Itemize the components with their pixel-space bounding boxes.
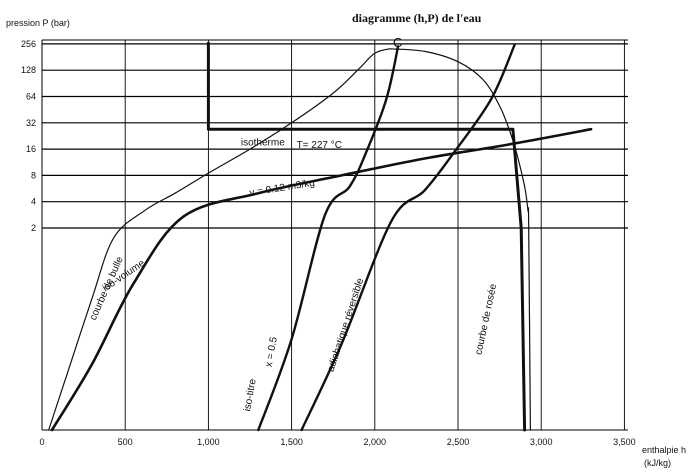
y-tick-label-256: 256 [21,39,36,49]
x-axis-unit: (kJ/kg) [644,458,671,468]
curve-courbe-de-bulle [48,48,391,431]
label-t-227-c: T= 227 °C [297,140,342,151]
critical-point-label: C [393,35,402,50]
x-tick-label-2000: 2,000 [364,437,387,447]
curve-isotherme [206,41,527,432]
y-tick-label-16: 16 [26,144,36,154]
y-tick-label-64: 64 [26,92,36,102]
curve-adiabatique-reversible [300,43,516,432]
y-tick-label-2: 2 [31,223,36,233]
x-tick-label-500: 500 [118,437,133,447]
x-tick-label-0: 0 [39,437,44,447]
label-adiabatique-reversible: adiabatique réversible [326,276,367,373]
x-axis-title: enthalpie h [642,445,686,455]
label-isotherme: isotherme [241,138,285,149]
horizontal-grid [42,39,628,229]
y-tick-label-128: 128 [21,65,36,75]
x-tick-label-2500: 2,500 [447,437,470,447]
y-tick-label-4: 4 [31,197,36,207]
x-tick-label-3000: 3,000 [530,437,553,447]
label-x-0-5: x = 0.5 [264,336,280,368]
x-tick-label-1000: 1,000 [197,437,220,447]
curve-iso-volume [50,127,593,432]
y-axis-title: pression P (bar) [6,18,70,28]
label-v-0-12-m3-kg: v = 0.12 m3/kg [249,178,316,199]
chart-title: diagramme (h,P) de l'eau [352,11,482,25]
chart-curves [48,41,593,432]
y-tick-label-8: 8 [31,170,36,180]
tick-labels: 2 4 8 16 32 64 128 256 0 500 1,000 1,500 2,000 2,500 3… [21,39,636,447]
x-tick-label-1500: 1,500 [280,437,303,447]
curve-iso-titre [257,45,400,432]
curve-courbe-de-rosee [389,48,531,431]
vertical-grid [124,40,625,430]
y-tick-label-32: 32 [26,118,36,128]
curve-labels: courbe de bulle courbe de roséeiso-volume… [88,138,499,413]
label-courbe-de-rosee: courbe de rosée [473,283,499,356]
x-tick-label-3500: 3,500 [613,437,636,447]
label-iso-titre: iso-titre [242,378,259,413]
